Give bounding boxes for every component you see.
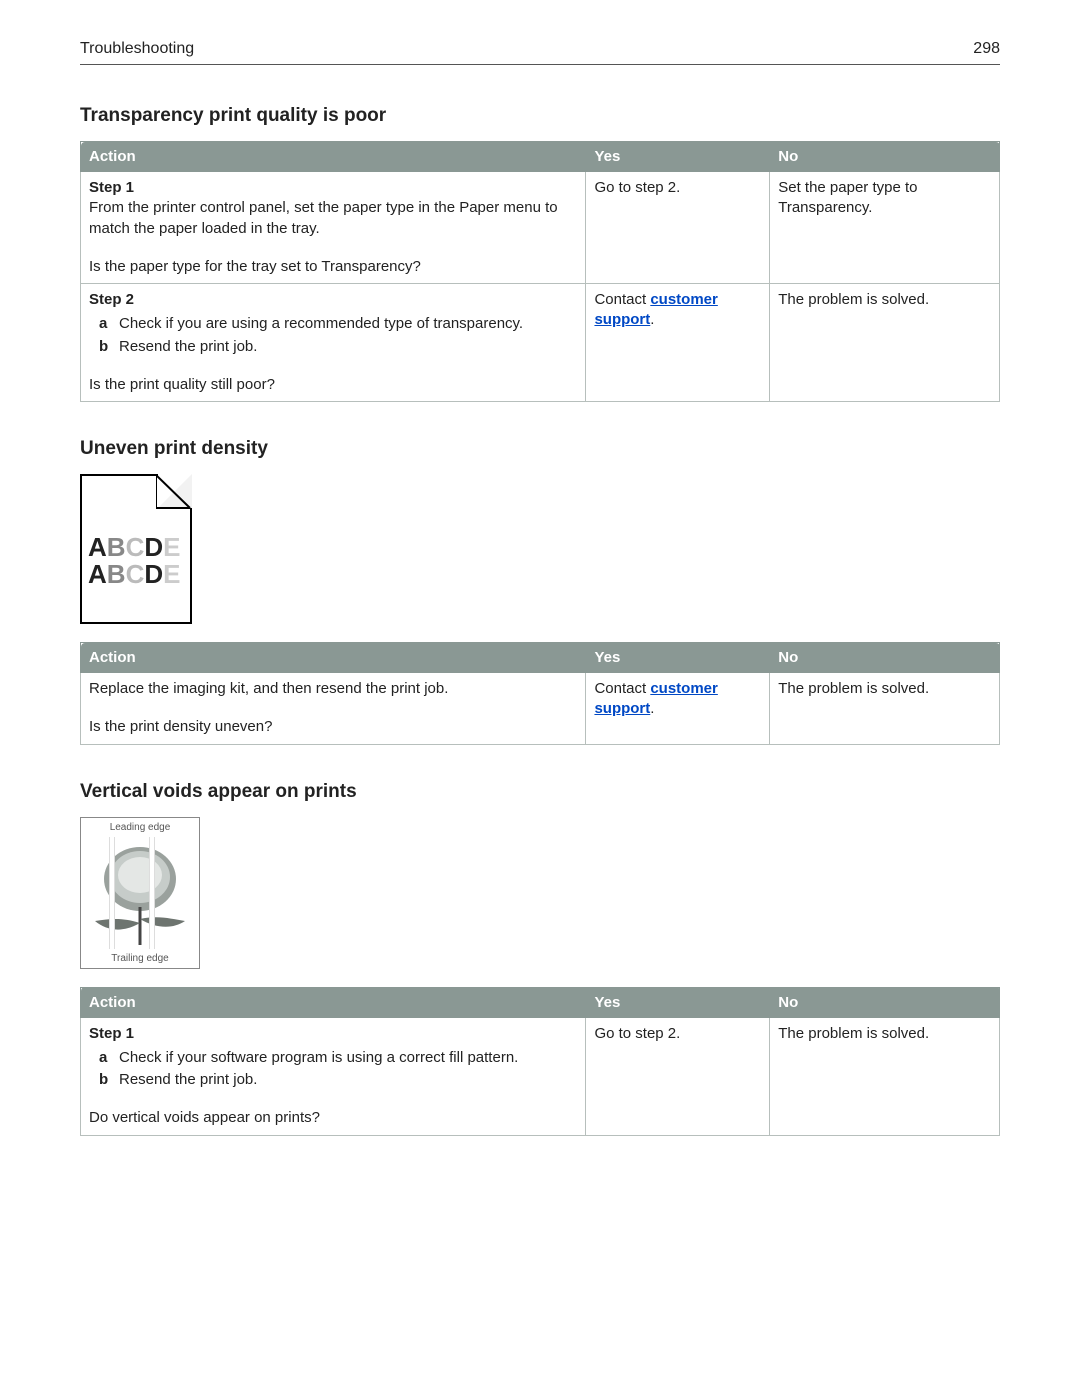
yes-prefix: Contact xyxy=(594,291,650,308)
th-action: Action xyxy=(81,987,586,1017)
th-no: No xyxy=(770,987,1000,1017)
th-yes: Yes xyxy=(586,643,770,673)
section-title-voids: Vertical voids appear on prints xyxy=(80,781,1000,803)
th-yes: Yes xyxy=(586,142,770,172)
substep-b: Resend the print job. xyxy=(89,1070,577,1090)
step-label: Step 1 xyxy=(89,1024,577,1044)
section-title-transparency: Transparency print quality is poor xyxy=(80,105,1000,127)
yes-prefix: Contact xyxy=(594,680,650,697)
density-table: Action Yes No Replace the imaging kit, a… xyxy=(80,642,1000,745)
step-question: Is the print quality still poor? xyxy=(89,375,577,395)
substep-b: Resend the print job. xyxy=(89,337,577,357)
cell-yes: Go to step 2. xyxy=(586,172,770,284)
table-row: Step 1 Check if your software program is… xyxy=(81,1017,1000,1135)
header-page-number: 298 xyxy=(973,40,1000,58)
yes-suffix: . xyxy=(650,700,654,717)
cell-yes: Contact customer support. xyxy=(586,673,770,745)
cell-no: The problem is solved. xyxy=(770,673,1000,745)
cell-no: The problem is solved. xyxy=(770,284,1000,402)
voids-table: Action Yes No Step 1 Check if your softw… xyxy=(80,987,1000,1136)
step-question: Is the print density uneven? xyxy=(89,717,577,737)
table-row: Step 1 From the printer control panel, s… xyxy=(81,172,1000,284)
th-no: No xyxy=(770,643,1000,673)
trailing-edge-label: Trailing edge xyxy=(81,949,199,968)
transparency-table: Action Yes No Step 1 From the printer co… xyxy=(80,141,1000,402)
step-label: Step 2 xyxy=(89,290,577,310)
step-question: Is the paper type for the tray set to Tr… xyxy=(89,257,577,277)
table-row: Replace the imaging kit, and then resend… xyxy=(81,673,1000,745)
cell-no: Set the paper type to Transparency. xyxy=(770,172,1000,284)
cell-no: The problem is solved. xyxy=(770,1017,1000,1135)
uneven-density-icon: ABCDE ABCDE xyxy=(80,474,192,624)
th-action: Action xyxy=(81,142,586,172)
table-row: Step 2 Check if you are using a recommen… xyxy=(81,284,1000,402)
step-body: From the printer control panel, set the … xyxy=(89,198,577,239)
header-section: Troubleshooting xyxy=(80,40,194,58)
page-header: Troubleshooting 298 xyxy=(80,40,1000,65)
substep-a: Check if your software program is using … xyxy=(89,1048,577,1068)
substep-a: Check if you are using a recommended typ… xyxy=(89,314,577,334)
cell-yes: Go to step 2. xyxy=(586,1017,770,1135)
section-title-density: Uneven print density xyxy=(80,438,1000,460)
leading-edge-label: Leading edge xyxy=(81,818,199,837)
step-body: Replace the imaging kit, and then resend… xyxy=(89,679,577,699)
step-question: Do vertical voids appear on prints? xyxy=(89,1108,577,1128)
cell-yes: Contact customer support. xyxy=(586,284,770,402)
th-yes: Yes xyxy=(586,987,770,1017)
step-label: Step 1 xyxy=(89,178,577,198)
th-action: Action xyxy=(81,643,586,673)
yes-suffix: . xyxy=(650,311,654,328)
th-no: No xyxy=(770,142,1000,172)
vertical-voids-icon: Leading edge Trailing edge xyxy=(80,817,200,969)
